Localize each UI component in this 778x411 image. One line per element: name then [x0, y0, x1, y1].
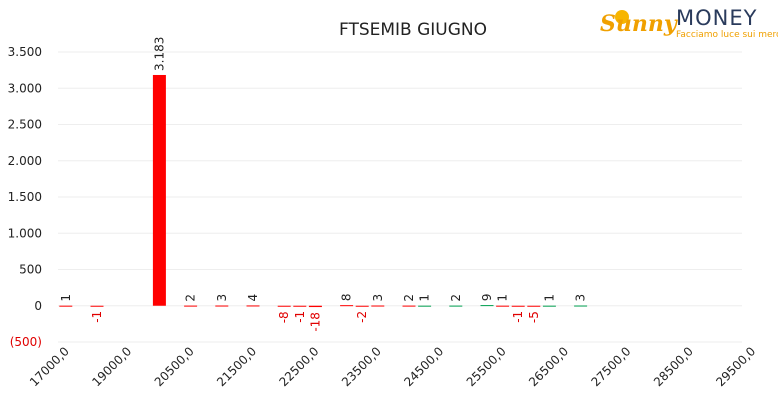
data-label: -2 — [355, 311, 369, 323]
bar — [418, 305, 432, 307]
x-tick-label: 17000,0 — [27, 344, 72, 389]
data-label: 3 — [574, 294, 588, 302]
y-tick-label: 3.000 — [8, 81, 42, 95]
bar — [184, 305, 198, 307]
y-tick-label: 2.500 — [8, 118, 42, 132]
y-tick-label: (500) — [10, 335, 42, 349]
logo-name: MONEY — [676, 6, 757, 30]
data-label: 1 — [59, 294, 73, 302]
bar — [246, 305, 260, 307]
bar — [152, 74, 166, 306]
bar — [340, 305, 354, 307]
data-label: 3.183 — [152, 37, 166, 71]
bar — [215, 305, 229, 307]
bar — [371, 305, 385, 307]
data-label: -1 — [90, 311, 104, 323]
x-tick-label: 25500,0 — [464, 344, 509, 389]
data-label: -8 — [277, 311, 291, 323]
data-label: -1 — [293, 311, 307, 323]
data-label: -18 — [308, 312, 322, 332]
bar — [542, 305, 556, 307]
bar — [355, 305, 369, 307]
logo-sun — [615, 10, 629, 24]
bar — [308, 305, 322, 308]
x-tick-label: 22500,0 — [277, 344, 322, 389]
bar — [574, 305, 588, 307]
logo-brand: Sunny — [600, 11, 679, 37]
bar — [277, 305, 291, 307]
bar — [402, 305, 416, 307]
y-tick-label: 2.000 — [8, 154, 42, 168]
logo: Sunny MONEY Facciamo luce sui mercati — [600, 6, 778, 40]
data-label: 9 — [480, 293, 494, 301]
x-tick-label: 28500,0 — [651, 344, 696, 389]
data-label: 4 — [246, 294, 260, 302]
x-tick-label: 20500,0 — [152, 344, 197, 389]
x-tick-label: 23500,0 — [339, 344, 384, 389]
data-label: 3 — [371, 294, 385, 302]
chart-title: FTSEMIB GIUGNO — [339, 20, 487, 40]
data-label: 8 — [340, 294, 354, 302]
data-label: 2 — [184, 294, 198, 302]
data-label: 2 — [402, 294, 416, 302]
y-tick-label: 1.000 — [8, 226, 42, 240]
bar — [59, 305, 73, 307]
x-tick-label: 21500,0 — [214, 344, 259, 389]
bar — [480, 305, 494, 307]
bar — [527, 305, 541, 307]
bar — [511, 305, 525, 307]
data-label: 2 — [449, 294, 463, 302]
x-tick-label: 27500,0 — [589, 344, 634, 389]
data-label: 1 — [542, 294, 556, 302]
y-tick-label: 0 — [34, 299, 42, 313]
x-tick-label: 29500,0 — [713, 344, 758, 389]
data-label: -1 — [511, 311, 525, 323]
data-label: 1 — [496, 294, 510, 302]
logo-tagline: Facciamo luce sui mercati — [676, 30, 778, 40]
y-tick-label: 500 — [19, 263, 42, 277]
y-tick-label: 1.500 — [8, 190, 42, 204]
data-label: -5 — [527, 311, 541, 323]
data-label: 1 — [418, 294, 432, 302]
bar — [449, 305, 463, 307]
data-label: 3 — [215, 294, 229, 302]
x-tick-label: 19000,0 — [89, 344, 134, 389]
y-tick-label: 3.500 — [8, 45, 42, 59]
bar — [90, 305, 104, 307]
x-tick-label: 24500,0 — [401, 344, 446, 389]
x-tick-label: 26500,0 — [526, 344, 571, 389]
bar — [496, 305, 510, 307]
bar — [293, 305, 307, 307]
